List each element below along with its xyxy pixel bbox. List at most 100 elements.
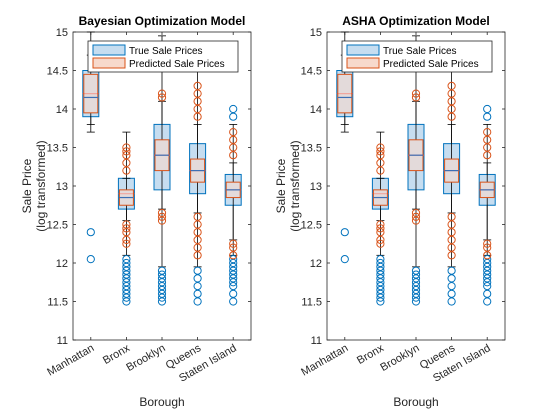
outlier-point — [193, 251, 202, 260]
outlier-point — [447, 212, 456, 221]
outlier-point — [122, 143, 131, 152]
series-predicted — [337, 54, 495, 260]
box-bronx — [372, 143, 388, 248]
outlier-point — [411, 93, 421, 102]
outlier-point — [376, 297, 385, 306]
outlier-point — [483, 289, 492, 298]
outlier-point — [483, 251, 492, 260]
outlier-point — [376, 270, 385, 279]
outlier-point — [411, 274, 421, 283]
legend-label: True Sale Prices — [383, 46, 457, 57]
outlier-point — [229, 297, 238, 306]
y-axis-label-line: Sale Price — [20, 158, 34, 213]
outlier-point — [447, 97, 456, 106]
y-tick-label: 11.5 — [301, 297, 322, 309]
outlier-point — [447, 289, 456, 298]
y-tick-label: 15 — [56, 27, 68, 39]
outlier-point — [411, 216, 421, 225]
outlier-point — [157, 278, 167, 287]
outlier-point — [483, 104, 492, 114]
outlier-point — [483, 112, 492, 121]
outlier-point — [376, 258, 385, 268]
legend-swatch — [92, 44, 126, 56]
outlier-point — [229, 251, 238, 260]
x-tick-label: Manhattan — [45, 342, 96, 378]
outlier-point — [86, 255, 95, 264]
outlier-point — [376, 147, 385, 156]
chart-title: Bayesian Optimization Model — [79, 14, 246, 28]
outlier-point — [229, 239, 238, 248]
outlier-point — [340, 228, 349, 237]
outlier-point — [411, 212, 421, 221]
y-tick-label: 11 — [57, 335, 68, 347]
outlier-point — [193, 220, 202, 229]
outlier-point — [411, 89, 421, 98]
outlier-point — [376, 224, 385, 233]
outlier-point — [376, 274, 385, 283]
outlier-point — [193, 235, 202, 244]
x-tick-label: Brooklyn — [378, 342, 421, 374]
outlier-point — [411, 278, 421, 287]
legend-label: True Sale Prices — [129, 46, 203, 57]
x-tick-label: Brooklyn — [124, 342, 167, 374]
y-axis-label-line: (log transformed) — [288, 140, 302, 231]
outlier-point — [447, 297, 456, 306]
y-tick-label: 14 — [56, 104, 68, 116]
outlier-point — [229, 274, 238, 283]
y-tick-label: 12.5 — [47, 220, 68, 232]
y-tick-label: 12 — [310, 258, 322, 270]
outlier-point — [376, 220, 385, 229]
outlier-point — [193, 297, 202, 306]
legend-label: Predicted Sale Prices — [129, 59, 225, 70]
outlier-point — [157, 208, 167, 218]
outlier-point — [193, 243, 202, 252]
outlier-point — [157, 289, 167, 298]
outlier-point — [229, 128, 238, 137]
outlier-point — [122, 255, 131, 264]
outlier-point — [411, 208, 421, 218]
outlier-point — [229, 289, 238, 298]
outlier-point — [157, 93, 167, 102]
outlier-point — [122, 274, 131, 283]
outlier-point — [122, 239, 131, 248]
y-tick-label: 13 — [56, 181, 68, 193]
outlier-point — [447, 274, 456, 283]
outlier-point — [447, 266, 456, 275]
y-axis-label-line: (log transformed) — [34, 140, 48, 231]
outlier-point — [122, 147, 131, 156]
outlier-point — [122, 224, 131, 233]
outlier-point — [483, 239, 492, 248]
outlier-point — [157, 297, 167, 306]
y-tick-label: 13.5 — [301, 143, 322, 155]
outlier-point — [122, 228, 131, 237]
y-tick-label: 14.5 — [301, 66, 322, 78]
y-axis-label: Sale Price(log transformed) — [20, 140, 48, 231]
outlier-point — [229, 278, 238, 287]
outlier-point — [157, 212, 167, 221]
legend-swatch — [346, 44, 380, 56]
y-axis-label-line: Sale Price — [274, 158, 288, 213]
outlier-point — [229, 104, 238, 114]
outlier-point — [122, 220, 131, 229]
outlier-point — [483, 255, 492, 264]
outlier-point — [157, 216, 167, 225]
y-tick-label: 12.5 — [301, 220, 322, 232]
outlier-point — [340, 255, 349, 264]
legend-label: Predicted Sale Prices — [383, 59, 479, 70]
y-tick-label: 11.5 — [47, 297, 68, 309]
outlier-point — [122, 270, 131, 279]
outlier-point — [157, 293, 167, 302]
outlier-point — [376, 289, 385, 298]
outlier-point — [447, 243, 456, 252]
box-bronx — [118, 143, 134, 248]
outlier-point — [411, 297, 421, 306]
outlier-point — [411, 270, 421, 279]
box-brooklyn — [408, 89, 424, 225]
box-staten-island — [225, 128, 241, 260]
outlier-point — [376, 278, 385, 287]
y-tick-label: 13 — [310, 181, 322, 193]
outlier-point — [229, 255, 238, 264]
outlier-point — [122, 297, 131, 306]
y-tick-label: 14.5 — [47, 66, 68, 78]
